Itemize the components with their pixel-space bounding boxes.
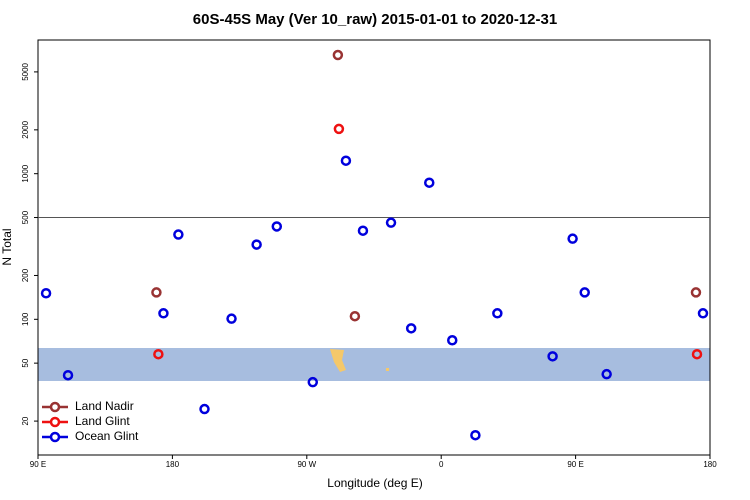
- point: [62, 369, 74, 381]
- point: [153, 348, 164, 360]
- point: [307, 376, 319, 388]
- point: [424, 177, 435, 188]
- point: [226, 313, 237, 324]
- point: [332, 49, 344, 61]
- y-tick-label: 5000: [21, 62, 30, 80]
- point: [405, 323, 417, 334]
- legend-label: Land Glint: [75, 414, 130, 428]
- point: [251, 239, 262, 250]
- map-land: [330, 349, 346, 372]
- point: [579, 287, 590, 298]
- legend-label: Land Nadir: [75, 399, 134, 413]
- point: [158, 308, 169, 319]
- x-tick-label: 90 E: [30, 460, 46, 469]
- point: [333, 123, 345, 135]
- point: [349, 310, 361, 322]
- y-tick-label: 500: [21, 210, 30, 224]
- point: [385, 217, 397, 228]
- y-tick-label: 200: [21, 268, 30, 282]
- x-axis-label: Longitude (deg E): [327, 476, 422, 490]
- point: [357, 225, 369, 236]
- point: [340, 155, 352, 166]
- legend-label: Ocean Glint: [75, 429, 139, 443]
- y-tick-label: 100: [21, 312, 30, 326]
- point: [151, 287, 162, 298]
- point: [447, 335, 458, 346]
- point: [40, 287, 52, 299]
- point: [547, 351, 558, 362]
- point: [199, 403, 210, 415]
- map-ocean-strip: [38, 348, 710, 381]
- x-tick-label: 90 W: [297, 460, 316, 469]
- legend-marker: [49, 431, 61, 443]
- x-tick-label: 0: [439, 460, 444, 469]
- point: [470, 429, 481, 441]
- y-tick-label: 20: [21, 416, 30, 425]
- x-tick-label: 180: [166, 460, 180, 469]
- point: [697, 308, 709, 319]
- point: [690, 287, 702, 298]
- point: [691, 348, 703, 360]
- y-tick-label: 1000: [21, 164, 30, 182]
- chart-title: 60S-45S May (Ver 10_raw) 2015-01-01 to 2…: [193, 11, 557, 28]
- y-tick-label: 2000: [21, 120, 30, 138]
- plot-frame: [37, 39, 711, 456]
- legend-marker: [49, 416, 61, 428]
- point: [601, 368, 612, 380]
- point: [271, 221, 283, 232]
- y-axis-label: N Total: [0, 228, 14, 265]
- point: [567, 233, 578, 244]
- legend-marker: [49, 401, 61, 413]
- x-tick-label: 180: [703, 460, 717, 469]
- y-tick-label: 50: [21, 358, 30, 367]
- point: [173, 229, 184, 240]
- point: [492, 308, 503, 319]
- x-tick-label: 90 E: [567, 460, 583, 469]
- map-land: [386, 368, 389, 371]
